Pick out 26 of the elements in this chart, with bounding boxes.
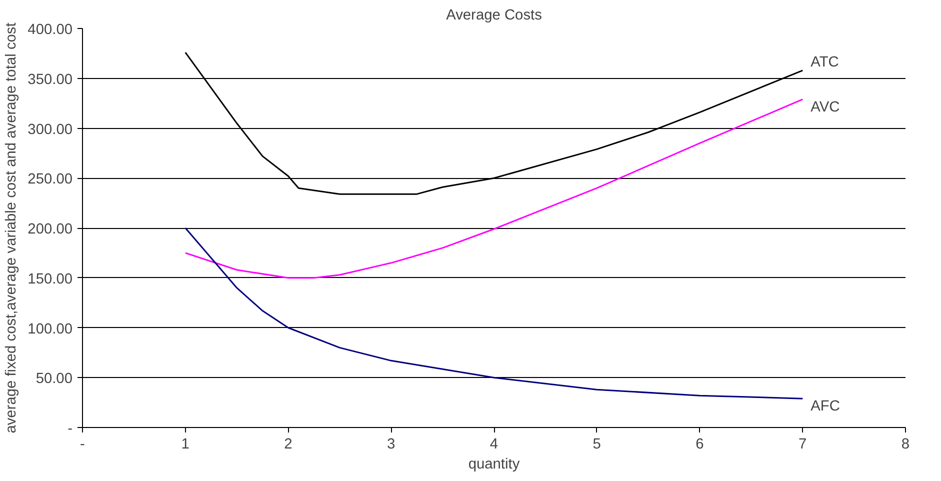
y-tick-label: 350.00 <box>28 72 72 88</box>
series-label: ATC <box>810 54 840 70</box>
x-tick-label: 6 <box>696 436 704 452</box>
chart-title: Average Costs <box>446 8 542 24</box>
y-tick-label: 50.00 <box>36 371 73 388</box>
y-tick-label: - <box>68 421 73 437</box>
y-tick-label: 300.00 <box>28 122 72 138</box>
line-series <box>184 227 804 400</box>
y-tick-label: 100.00 <box>28 321 72 338</box>
x-tick-label: - <box>80 436 86 452</box>
x-tick-label: 8 <box>901 436 910 452</box>
y-tick-label: 150.00 <box>28 271 72 288</box>
y-tick-label: 200.00 <box>28 222 72 238</box>
y-axis-title: average fixed cost,average variable cost and average total cost <box>4 22 20 434</box>
series-label: AVC <box>810 99 840 116</box>
line-series <box>184 98 804 279</box>
x-tick-label: 2 <box>284 436 292 452</box>
x-axis-title: quantity <box>468 456 520 472</box>
x-tick-label: 4 <box>490 436 498 452</box>
y-tick-label: 250.00 <box>28 172 72 188</box>
x-tick-label: 3 <box>387 436 396 452</box>
x-tick-label: 7 <box>798 436 807 452</box>
y-tick-label: 400.00 <box>28 22 72 38</box>
x-tick-label: 5 <box>592 436 601 452</box>
series-label: AFC <box>810 398 840 415</box>
x-tick-label: 1 <box>181 436 190 452</box>
